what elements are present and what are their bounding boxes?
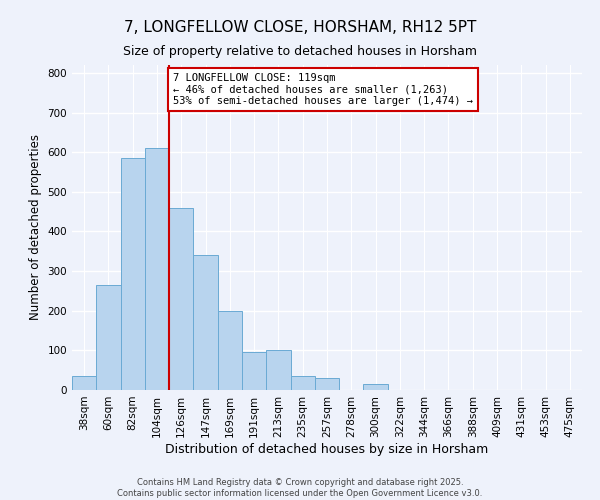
Bar xyxy=(290,376,315,390)
Bar xyxy=(193,255,218,390)
Bar xyxy=(242,352,266,390)
Y-axis label: Number of detached properties: Number of detached properties xyxy=(29,134,42,320)
Bar xyxy=(121,158,145,390)
X-axis label: Distribution of detached houses by size in Horsham: Distribution of detached houses by size … xyxy=(166,442,488,456)
Text: Contains HM Land Registry data © Crown copyright and database right 2025.
Contai: Contains HM Land Registry data © Crown c… xyxy=(118,478,482,498)
Bar xyxy=(145,148,169,390)
Bar xyxy=(218,310,242,390)
Bar xyxy=(364,384,388,390)
Text: 7, LONGFELLOW CLOSE, HORSHAM, RH12 5PT: 7, LONGFELLOW CLOSE, HORSHAM, RH12 5PT xyxy=(124,20,476,35)
Text: 7 LONGFELLOW CLOSE: 119sqm
← 46% of detached houses are smaller (1,263)
53% of s: 7 LONGFELLOW CLOSE: 119sqm ← 46% of deta… xyxy=(173,73,473,106)
Text: Size of property relative to detached houses in Horsham: Size of property relative to detached ho… xyxy=(123,45,477,58)
Bar xyxy=(96,285,121,390)
Bar xyxy=(315,378,339,390)
Bar xyxy=(72,376,96,390)
Bar xyxy=(169,208,193,390)
Bar xyxy=(266,350,290,390)
